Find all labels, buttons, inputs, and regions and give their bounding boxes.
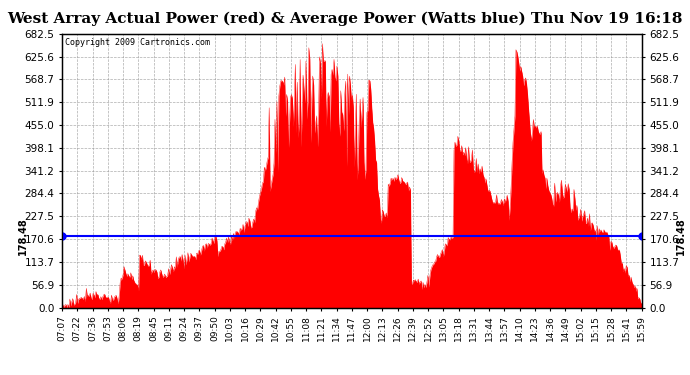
Text: West Array Actual Power (red) & Average Power (Watts blue) Thu Nov 19 16:18: West Array Actual Power (red) & Average …	[8, 11, 682, 26]
Text: 178.48: 178.48	[676, 217, 686, 255]
Text: 178.48: 178.48	[18, 217, 28, 255]
Text: Copyright 2009 Cartronics.com: Copyright 2009 Cartronics.com	[65, 38, 210, 47]
